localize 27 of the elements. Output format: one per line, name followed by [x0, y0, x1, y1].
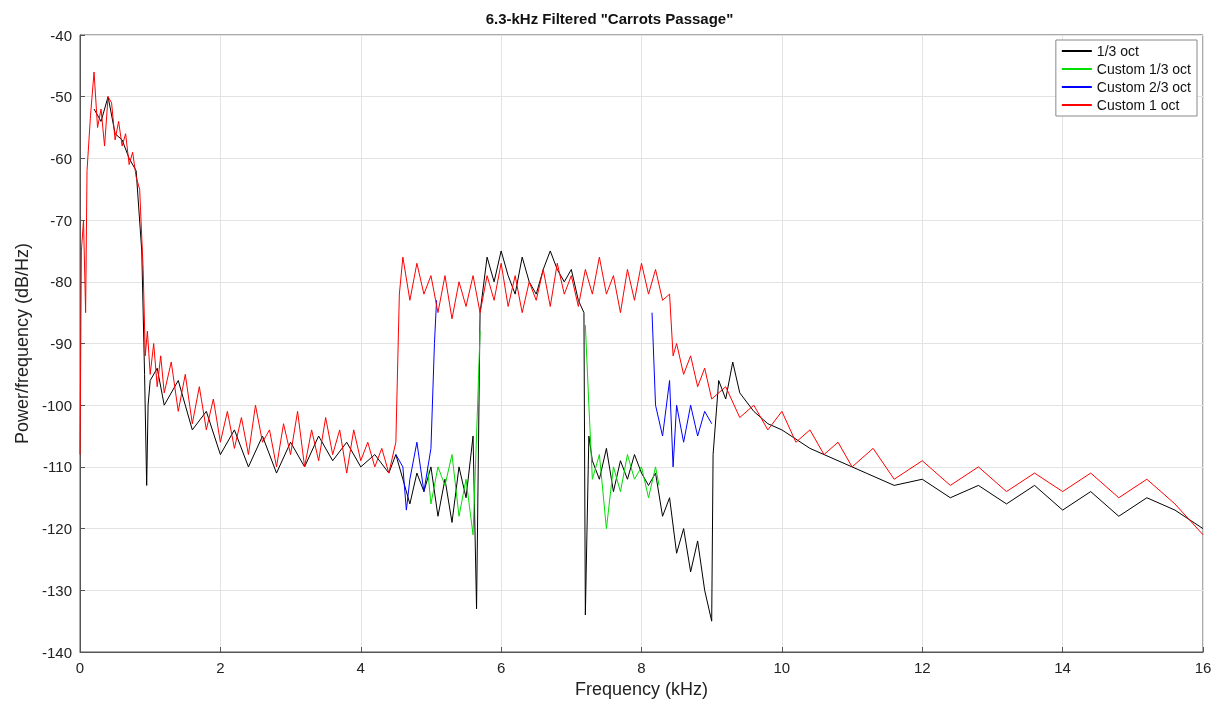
- y-tick-label: -40: [50, 26, 72, 44]
- y-axis-title: Power/frequency (dB/Hz): [12, 242, 33, 445]
- y-tick-label: -130: [41, 581, 72, 599]
- y-tick-label: -60: [50, 149, 72, 167]
- y-tick-label: -90: [50, 335, 72, 352]
- x-tick-label: 12: [913, 659, 931, 676]
- y-tick-label: -100: [41, 396, 72, 414]
- x-tick-label: 4: [356, 659, 365, 676]
- x-tick-label: 0: [75, 659, 85, 676]
- x-tick-label: 6: [496, 659, 506, 676]
- legend-label: Custom 1 oct: [1096, 97, 1180, 113]
- legend-label: Custom 1/3 oct: [1096, 61, 1192, 77]
- x-axis-title: Frequency (kHz): [574, 678, 709, 699]
- y-tick-label: -140: [41, 643, 72, 661]
- x-tick-label: 16: [1194, 659, 1212, 676]
- y-tick-label: -50: [50, 88, 72, 106]
- chart-title: 6.3-kHz Filtered "Carrots Passage": [485, 10, 734, 27]
- x-tick-label: 14: [1054, 659, 1071, 676]
- y-tick-label: -120: [41, 520, 72, 538]
- x-tick-label: 10: [773, 659, 791, 676]
- x-tick-label: 8: [637, 659, 646, 676]
- legend-label: 1/3 oct: [1096, 43, 1139, 59]
- x-tick-label: 2: [216, 659, 225, 676]
- legend-label: Custom 2/3 oct: [1096, 79, 1192, 95]
- y-tick-label: -70: [50, 211, 72, 229]
- y-tick-label: -80: [50, 273, 72, 291]
- y-tick-label: -110: [43, 458, 72, 476]
